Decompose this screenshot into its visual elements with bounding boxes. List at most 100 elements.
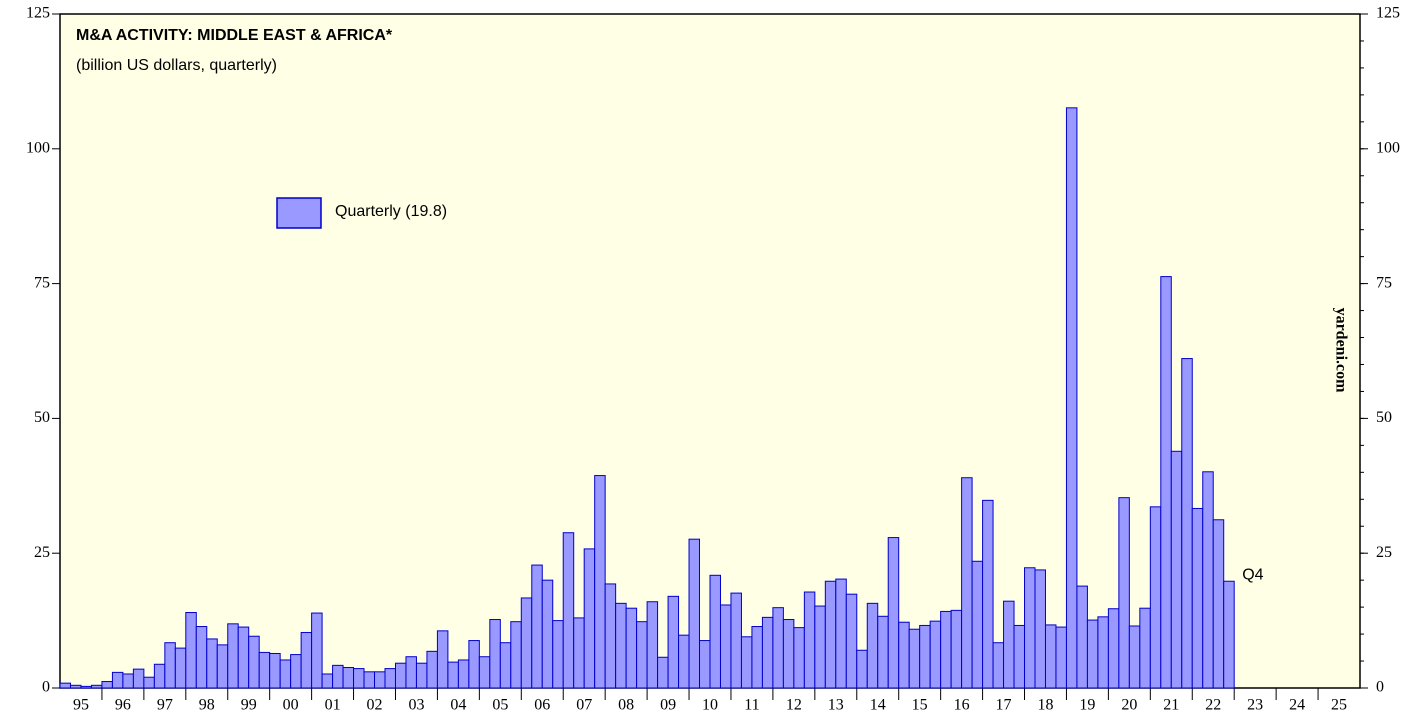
y-tick-label: 25 (34, 544, 50, 561)
x-tick-label: 08 (618, 697, 634, 714)
bar (69, 684, 82, 689)
bar (321, 673, 334, 689)
bar (814, 605, 826, 689)
bar (1212, 519, 1225, 689)
x-tick-label: 15 (912, 697, 928, 714)
y-tick-label: 125 (26, 5, 50, 22)
bar (709, 574, 721, 689)
bar (101, 681, 113, 689)
x-tick-label: 19 (1079, 697, 1095, 714)
x-tick-label: 97 (157, 697, 173, 714)
bar (940, 610, 952, 689)
bar (1097, 616, 1109, 689)
bar (1170, 450, 1183, 689)
bar (782, 619, 795, 689)
bar (1086, 619, 1099, 689)
bar (237, 626, 250, 689)
bar (730, 592, 742, 689)
bar (719, 604, 732, 689)
bar (111, 671, 124, 689)
legend-swatch (276, 197, 322, 229)
bar (751, 626, 763, 689)
bar (1013, 624, 1026, 689)
bar (269, 652, 281, 689)
bar (961, 477, 973, 689)
bar (835, 578, 847, 689)
bar (1191, 507, 1204, 689)
bar (227, 623, 239, 689)
x-tick-label: 95 (73, 697, 89, 714)
x-tick-label: 00 (283, 697, 299, 714)
x-tick-label: 05 (492, 697, 508, 714)
bar (625, 607, 638, 689)
bar (248, 635, 260, 689)
bar (699, 640, 711, 689)
bar (436, 630, 449, 689)
bar (374, 671, 386, 689)
x-tick-label: 10 (702, 697, 718, 714)
y2-tick-label: 125 (1376, 5, 1400, 22)
x-tick-label: 99 (241, 697, 257, 714)
bar (793, 627, 805, 689)
x-tick-label: 13 (828, 697, 844, 714)
x-tick-label: 21 (1163, 697, 1179, 714)
bar (929, 620, 942, 689)
bar (908, 628, 921, 689)
bar (761, 616, 774, 689)
x-tick-label: 23 (1247, 697, 1263, 714)
x-tick-label: 22 (1205, 697, 1221, 714)
bar (1055, 626, 1067, 689)
bar (1003, 600, 1015, 689)
y-tick-label: 100 (26, 139, 50, 156)
bar (426, 650, 438, 689)
bar (772, 607, 784, 689)
bar (59, 682, 71, 689)
bar (353, 668, 365, 689)
bar (90, 684, 103, 689)
y2-tick-label: 75 (1376, 274, 1392, 291)
x-tick-label: 16 (954, 697, 970, 714)
bar (615, 602, 627, 689)
bar (824, 580, 837, 689)
x-tick-label: 98 (199, 697, 215, 714)
bar (636, 621, 648, 689)
bar (604, 583, 617, 689)
x-tick-label: 14 (870, 697, 886, 714)
x-tick-label: 25 (1331, 697, 1347, 714)
bar (311, 612, 323, 689)
x-tick-label: 07 (576, 697, 592, 714)
y2-tick-label: 0 (1376, 679, 1384, 696)
bar (982, 499, 994, 689)
bar (300, 631, 313, 689)
bar (1065, 107, 1078, 689)
bar (447, 661, 459, 689)
bar (164, 642, 176, 689)
bar (667, 595, 680, 689)
bar (950, 609, 963, 689)
bar (552, 620, 564, 689)
bar (845, 593, 858, 689)
bar (1044, 624, 1057, 689)
bar (583, 548, 596, 689)
legend-label: Quarterly (19.8) (335, 203, 447, 220)
bar (688, 538, 701, 689)
bar (216, 644, 229, 689)
bar (992, 642, 1005, 689)
x-tick-label: 11 (744, 697, 759, 714)
bar (803, 591, 816, 689)
bar (898, 621, 910, 689)
chart-title: M&A ACTIVITY: MIDDLE EAST & AFRICA* (76, 27, 393, 44)
bar (919, 624, 931, 689)
x-tick-label: 17 (996, 697, 1012, 714)
y2-tick-label: 50 (1376, 409, 1392, 426)
bar (562, 532, 575, 689)
bar (185, 612, 197, 689)
bar (143, 676, 155, 689)
bar (1223, 580, 1235, 689)
x-tick-label: 96 (115, 697, 131, 714)
bar (1034, 569, 1046, 689)
bar (489, 619, 501, 689)
y-tick-label: 50 (34, 409, 50, 426)
bar (1181, 358, 1193, 689)
